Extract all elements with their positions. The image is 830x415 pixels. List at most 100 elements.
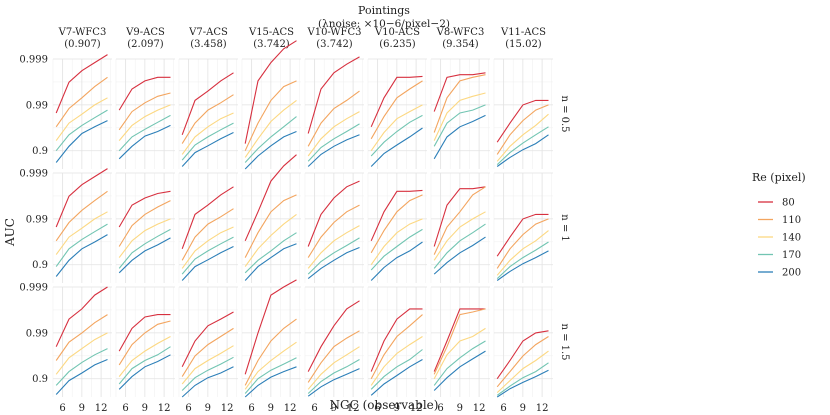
series-line-140 [118,218,171,258]
figure-header: Pointings (λnoise: ×10−6/pixel−2) [318,4,450,30]
series-line-140 [496,113,549,162]
x-tick-label: 9 [268,403,274,414]
x-tick-label: 12 [95,403,108,414]
series-line-200 [307,134,360,167]
x-tick-label: 9 [205,403,211,414]
series-line-140 [55,211,108,255]
series-line-200 [181,246,234,281]
series-line-170 [244,116,297,163]
x-tick-label: 9 [394,403,400,414]
panel [304,172,364,283]
series-line-200 [118,124,171,160]
series-line-110 [433,186,486,255]
series-line-170 [244,232,297,274]
panel [52,168,112,283]
series-line-170 [433,104,486,147]
panel [52,286,112,397]
column-header-noise: (15.02) [505,39,542,50]
series-line-140 [181,345,234,385]
series-line-170 [307,237,360,275]
series-line-80 [433,308,486,372]
series-line-140 [433,92,486,141]
series-line-170 [118,228,171,269]
panel [367,172,427,283]
series-line-200 [496,250,549,281]
series-line-110 [307,330,360,383]
series-line-80 [181,186,234,249]
panel-background [53,287,112,397]
series-line-110 [307,90,360,147]
series-line-140 [55,332,108,375]
x-tick-label: 6 [122,403,128,414]
panel [178,58,238,169]
series-line-170 [181,236,234,275]
series-line-170 [496,126,549,166]
series-line-140 [433,327,486,379]
series-line-200 [307,246,360,280]
series-line-80 [244,154,297,242]
series-line-140 [433,211,486,261]
series-line-80 [433,72,486,112]
series-line-140 [496,350,549,394]
legend-label-140: 140 [782,233,801,244]
series-line-110 [181,94,234,144]
panel [241,154,301,283]
x-tick-label: 12 [221,403,234,414]
series-line-110 [118,92,171,131]
legend-label-110: 110 [782,215,801,226]
column-header-noise: (6.235) [379,39,416,50]
series-line-140 [307,111,360,157]
series-line-110 [244,194,297,258]
y-tick-label: 0.99 [26,214,48,225]
column-header-name: V8-WFC3 [436,27,485,38]
series-line-140 [244,341,297,390]
x-tick-label: 9 [79,403,85,414]
column-headers: V7-WFC3(0.907) V9-ACS(2.097) V7-ACS(3.458)… [58,27,546,50]
panel [367,286,427,397]
column-header-name: V11-ACS [500,27,546,38]
series-line-80 [55,54,108,114]
series-line-80 [244,40,297,144]
series-line-200 [244,130,297,170]
y-tick-label: 0.99 [26,100,48,111]
column-header-name: V7-ACS [188,27,228,38]
y-tick-label: 0.9 [32,374,48,385]
series-line-110 [118,320,171,366]
column-header-noise: (3.742) [316,39,353,50]
series-line-170 [433,340,486,386]
series-line-140 [496,230,549,276]
series-line-140 [244,99,297,158]
series-line-170 [370,114,423,157]
column-header-name: V15-ACS [248,27,294,38]
series-line-110 [307,204,360,258]
series-line-110 [370,80,423,140]
row-strips: n = 0.5 n = 1 n = 1.5 [559,95,570,360]
series-line-200 [370,359,423,396]
y-tick-label: 0.99 [26,328,48,339]
column-header-name: V10-ACS [374,27,420,38]
series-line-140 [244,213,297,267]
x-axis-label: NGC (observable) [330,398,439,412]
panel-background [368,287,427,397]
column-header-noise: (3.458) [190,39,227,50]
row-strip-label: n = 1 [559,214,570,242]
series-line-140 [307,346,360,390]
column-header-noise: (3.742) [253,39,290,50]
series-line-200 [55,120,108,163]
x-tick-label: 9 [331,403,337,414]
y-tick-label: 0.999 [19,169,48,180]
series-line-170 [244,357,297,394]
series-line-110 [370,314,423,379]
series-line-80 [55,286,108,347]
series-line-170 [181,122,234,161]
series-line-140 [370,336,423,386]
series-line-140 [370,104,423,152]
panel-background [494,59,553,169]
panel [493,58,553,169]
series-line-170 [55,223,108,267]
x-tick-label: 9 [457,403,463,414]
x-tick-label: 6 [500,403,506,414]
series-line-110 [496,336,549,388]
series-line-200 [496,369,549,398]
x-tick-label: 6 [374,403,380,414]
